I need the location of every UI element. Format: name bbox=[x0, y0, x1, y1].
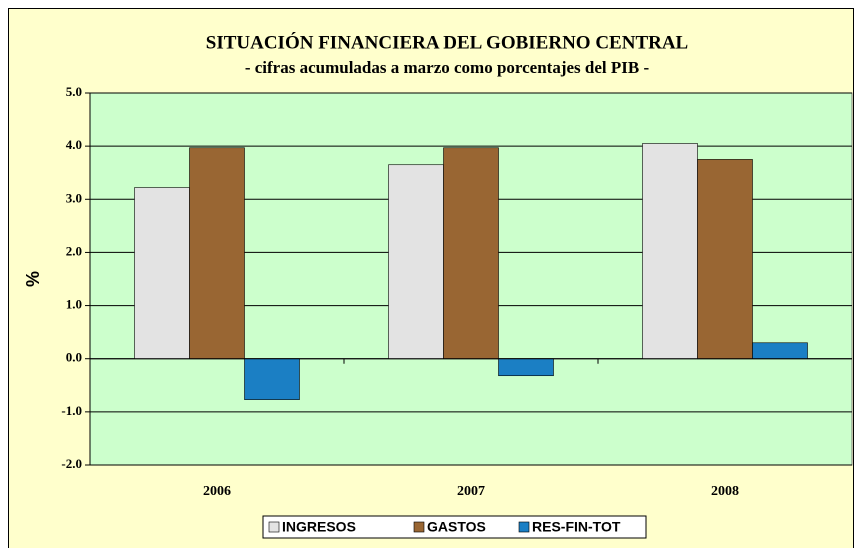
y-tick-label: 3.0 bbox=[66, 190, 82, 205]
bar bbox=[752, 342, 808, 360]
chart-title: SITUACIÓN FINANCIERA DEL GOBIERNO CENTRA… bbox=[206, 31, 688, 53]
y-tick-label: 2.0 bbox=[66, 243, 82, 258]
x-tick-label: 2007 bbox=[457, 484, 485, 499]
legend-swatch bbox=[413, 521, 425, 533]
bar bbox=[642, 143, 698, 360]
bar bbox=[134, 187, 190, 360]
y-tick-label: -2.0 bbox=[61, 456, 82, 471]
bar bbox=[189, 147, 245, 360]
bar bbox=[443, 147, 499, 360]
legend-label: GASTOS bbox=[427, 519, 486, 535]
legend-swatch bbox=[268, 521, 280, 533]
y-tick-label: 4.0 bbox=[66, 137, 82, 152]
bar bbox=[388, 164, 444, 360]
legend-label: INGRESOS bbox=[282, 519, 356, 535]
legend-swatch bbox=[518, 521, 530, 533]
x-tick-label: 2008 bbox=[711, 484, 739, 499]
x-tick-label: 2006 bbox=[203, 484, 231, 499]
y-tick-label: 0.0 bbox=[66, 350, 82, 365]
bar bbox=[498, 358, 554, 377]
legend-box bbox=[262, 515, 647, 539]
y-axis-label: % bbox=[23, 271, 43, 287]
y-tick-label: -1.0 bbox=[61, 403, 82, 418]
y-tick-label: 1.0 bbox=[66, 297, 82, 312]
chart-subtitle: - cifras acumuladas a marzo como porcent… bbox=[245, 58, 650, 77]
y-tick-label: 5.0 bbox=[66, 84, 82, 99]
bar bbox=[244, 358, 300, 400]
bar bbox=[697, 159, 753, 360]
legend-label: RES-FIN-TOT bbox=[532, 519, 621, 535]
